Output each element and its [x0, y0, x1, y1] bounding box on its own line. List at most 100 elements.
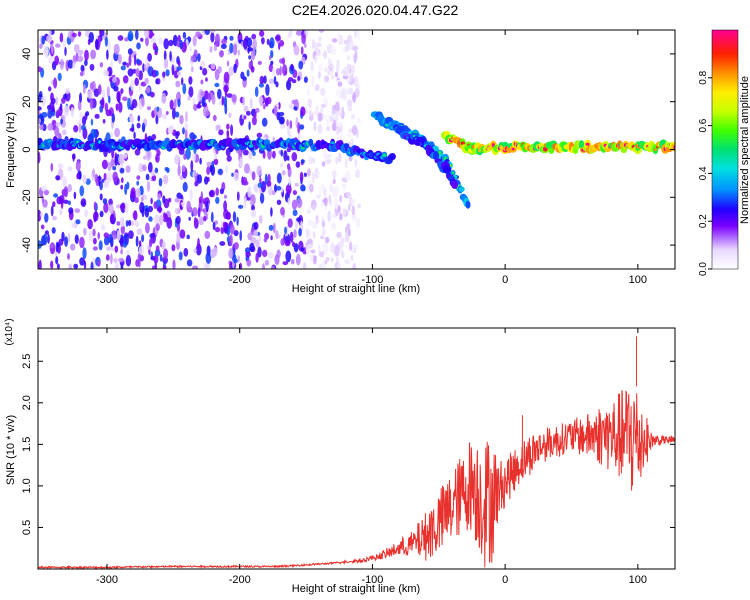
- heatmap-cell: [284, 226, 287, 235]
- heatmap-cell: [351, 114, 356, 120]
- heatmap-cell: [318, 36, 322, 42]
- heatmap-cell: [92, 168, 95, 178]
- heatmap-cell: [247, 232, 253, 241]
- heatmap-cell: [62, 38, 66, 48]
- heatmap-cell: [226, 123, 230, 130]
- heatmap-cell: [88, 32, 95, 43]
- heatmap-cell: [334, 71, 339, 78]
- heatmap-cell: [192, 35, 197, 47]
- heatmap-cell: [345, 230, 349, 240]
- heatmap-cell: [319, 251, 324, 258]
- heatmap-cell: [38, 106, 42, 111]
- heatmap-cell: [147, 52, 153, 62]
- heatmap-cell: [273, 105, 278, 117]
- heatmap-cell: [286, 79, 292, 91]
- heatmap-cell: [97, 35, 101, 47]
- heatmap-cell: [350, 254, 354, 262]
- heatmap-cell: [222, 221, 227, 229]
- heatmap-cell: [279, 163, 284, 168]
- heatmap-cell: [206, 200, 209, 212]
- spectrogram-y-tick-label: 20: [21, 96, 33, 108]
- heatmap-cell: [237, 255, 241, 263]
- spectrogram-heatmap: [38, 30, 675, 269]
- heatmap-cell: [327, 69, 332, 76]
- heatmap-cell: [268, 78, 275, 84]
- heatmap-cell: [339, 194, 342, 203]
- heatmap-cell: [246, 37, 253, 48]
- heatmap-cell: [93, 88, 100, 97]
- heatmap-cell: [351, 125, 358, 136]
- heatmap-cell: [50, 260, 54, 269]
- heatmap-cell: [217, 124, 221, 131]
- heatmap-cell: [258, 83, 265, 88]
- colorbar-tick-label: 0.0: [698, 262, 709, 276]
- colorbar-tick-label: 0.2: [698, 214, 709, 228]
- heatmap-cell: [116, 91, 121, 103]
- heatmap-cell: [333, 186, 339, 197]
- heatmap-cell: [337, 122, 343, 128]
- snr-x-tick-label: -300: [96, 574, 118, 586]
- heatmap-cell: [382, 153, 387, 157]
- heatmap-cell: [161, 92, 167, 104]
- heatmap-cell: [113, 43, 120, 55]
- heatmap-cell: [57, 72, 62, 82]
- heatmap-cell: [226, 212, 231, 220]
- heatmap-cell: [313, 121, 317, 132]
- heatmap-cell: [346, 55, 350, 60]
- heatmap-cell: [177, 164, 181, 177]
- heatmap-cell: [112, 166, 117, 171]
- heatmap-cell: [143, 155, 147, 160]
- heatmap-cell: [311, 39, 316, 50]
- heatmap-cell: [99, 30, 103, 36]
- heatmap-cell: [260, 180, 267, 193]
- heatmap-cell: [94, 38, 99, 50]
- heatmap-cell: [87, 134, 94, 143]
- heatmap-cell: [280, 206, 285, 216]
- heatmap-cell: [309, 254, 314, 262]
- heatmap-cell: [134, 148, 141, 156]
- heatmap-cell: [264, 173, 268, 185]
- heatmap-cell: [125, 249, 130, 256]
- heatmap-cell: [335, 62, 340, 73]
- heatmap-cell: [56, 109, 59, 118]
- heatmap-cell: [232, 43, 238, 56]
- heatmap-cell: [122, 61, 127, 66]
- heatmap-cell: [327, 58, 332, 66]
- heatmap-cell: [73, 263, 79, 269]
- heatmap-cell: [293, 44, 300, 56]
- heatmap-cell: [345, 43, 350, 52]
- heatmap-cell: [136, 175, 141, 180]
- heatmap-cell: [223, 71, 230, 84]
- heatmap-cell: [295, 161, 301, 168]
- heatmap-cell: [77, 49, 84, 56]
- heatmap-cell: [231, 94, 237, 103]
- heatmap-cell: [331, 62, 335, 75]
- heatmap-cell: [254, 86, 259, 98]
- heatmap-cell: [215, 196, 220, 204]
- heatmap-cell: [79, 236, 85, 249]
- heatmap-cell: [246, 259, 252, 267]
- heatmap-cell: [233, 242, 239, 250]
- heatmap-cell: [214, 82, 220, 88]
- heatmap-cell: [317, 243, 321, 254]
- heatmap-cell: [125, 165, 131, 174]
- heatmap-cell: [112, 77, 117, 83]
- heatmap-cell: [306, 229, 312, 239]
- heatmap-cell: [145, 173, 150, 181]
- heatmap-cell: [110, 246, 114, 252]
- heatmap-cell: [318, 186, 322, 198]
- heatmap-cell: [315, 105, 319, 116]
- heatmap-cell: [223, 200, 228, 212]
- heatmap-cell: [90, 118, 94, 126]
- heatmap-cell: [53, 193, 59, 198]
- heatmap-cell: [336, 85, 342, 98]
- heatmap-cell: [111, 113, 116, 123]
- heatmap-cell: [288, 131, 292, 138]
- heatmap-cell: [167, 125, 174, 135]
- spectrogram-xlabel: Height of straight line (km): [292, 283, 420, 295]
- heatmap-cell: [289, 120, 293, 129]
- heatmap-cell: [298, 60, 304, 70]
- heatmap-cell: [134, 197, 139, 204]
- heatmap-cell: [152, 42, 157, 51]
- heatmap-cell: [287, 77, 294, 82]
